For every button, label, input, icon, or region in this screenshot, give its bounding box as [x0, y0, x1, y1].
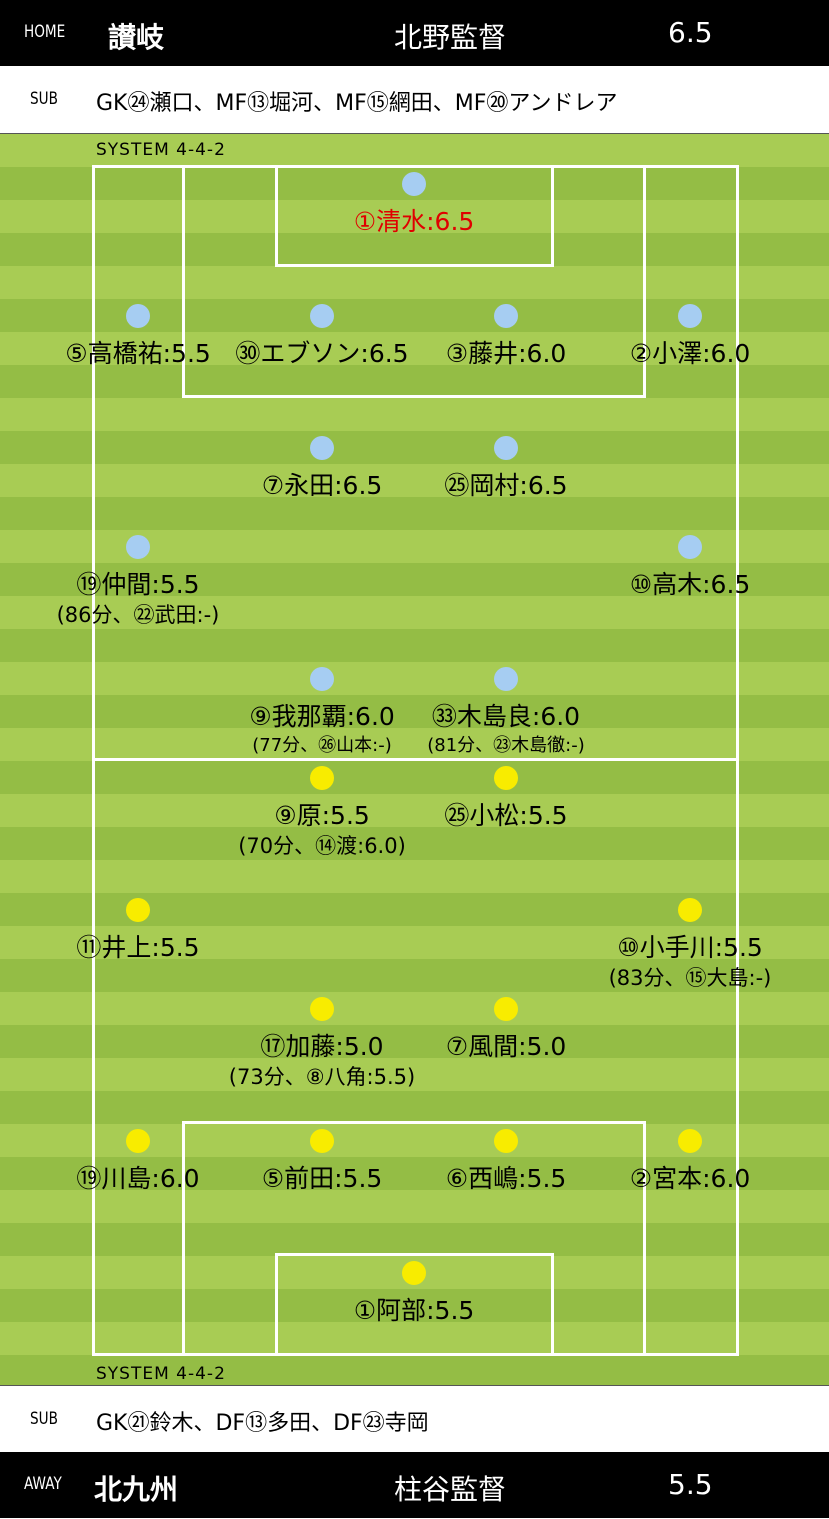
away-player-label: ⑤前田:5.5	[261, 1164, 383, 1193]
away-subs-list: GK㉑鈴木、DF⑬多田、DF㉓寺岡	[96, 1411, 429, 1436]
pitch: SYSTEM 4-4-2 SYSTEM 4-4-2 ①清水:6.5 ⑤高橋祐:5.…	[0, 133, 829, 1386]
home-player-label: ⑨我那覇:6.0	[249, 702, 395, 731]
home-player-label: ①清水:6.5	[353, 207, 475, 236]
away-player-label: ⑩小手川:5.5	[617, 933, 763, 962]
home-coach-rating: 6.5	[668, 16, 713, 49]
away-player-label: ⑥西嶋:5.5	[445, 1164, 567, 1193]
away-team-name: 北九州	[94, 1473, 179, 1506]
away-player-marker	[310, 997, 334, 1021]
home-player-marker	[494, 667, 518, 691]
away-player-label: ㉕小松:5.5	[444, 801, 568, 830]
away-coach-rating: 5.5	[668, 1468, 713, 1501]
away-player-marker	[126, 898, 150, 922]
home-substitution-note: (77分、㉖山本:-)	[252, 735, 392, 756]
home-player-label: ⑤高橋祐:5.5	[65, 339, 211, 368]
home-sub-tag: SUB	[30, 89, 58, 109]
home-team-name: 讃岐	[108, 21, 165, 54]
away-sub-tag: SUB	[30, 1409, 58, 1429]
home-player-marker	[126, 535, 150, 559]
home-subs-list: GK㉔瀬口、MF⑬堀河、MF⑮網田、MF⑳アンドレア	[96, 91, 618, 116]
home-player-label: ⑦永田:6.5	[261, 471, 383, 500]
bottom-penalty-box	[182, 1121, 646, 1356]
away-player-label: ⑪井上:5.5	[76, 933, 200, 962]
away-player-label: ⑦風間:5.0	[445, 1032, 567, 1061]
home-player-label: ②小澤:6.0	[629, 339, 751, 368]
home-player-marker	[310, 667, 334, 691]
home-player-marker	[678, 304, 702, 328]
away-player-marker	[310, 1129, 334, 1153]
away-subs-row: SUB GK㉑鈴木、DF⑬多田、DF㉓寺岡	[0, 1386, 829, 1452]
bottom-goal-box	[275, 1253, 554, 1356]
away-system: SYSTEM 4-4-2	[96, 1364, 226, 1384]
away-player-marker	[402, 1261, 426, 1285]
away-player-label: ②宮本:6.0	[629, 1164, 751, 1193]
away-substitution-note: (83分、⑮大島:-)	[608, 966, 772, 990]
halfway-line	[92, 758, 739, 761]
home-system: SYSTEM 4-4-2	[96, 140, 226, 160]
away-player-marker	[494, 1129, 518, 1153]
away-header: AWAY 北九州 柱谷監督 5.5	[0, 1452, 829, 1518]
home-subs-row: SUB GK㉔瀬口、MF⑬堀河、MF⑮網田、MF⑳アンドレア	[0, 66, 829, 132]
home-player-marker	[310, 436, 334, 460]
home-substitution-note: (86分、㉒武田:-)	[56, 603, 220, 627]
home-player-label: ⑲仲間:5.5	[76, 570, 200, 599]
home-player-label: ㉝木島良:6.0	[431, 702, 581, 731]
home-player-label: ㉚エブソン:6.5	[235, 339, 409, 368]
home-coach: 北野監督	[394, 21, 507, 54]
away-player-marker	[494, 766, 518, 790]
away-player-marker	[494, 997, 518, 1021]
home-player-label: ③藤井:6.0	[445, 339, 567, 368]
away-player-label: ⑲川島:6.0	[76, 1164, 200, 1193]
away-player-marker	[310, 766, 334, 790]
away-player-marker	[678, 898, 702, 922]
top-penalty-box	[182, 165, 646, 398]
home-player-marker	[310, 304, 334, 328]
away-substitution-note: (70分、⑭渡:6.0)	[238, 834, 406, 858]
home-player-label: ㉕岡村:6.5	[444, 471, 568, 500]
home-player-marker	[402, 172, 426, 196]
home-header: HOME 讃岐 北野監督 6.5	[0, 0, 829, 66]
away-player-label: ⑨原:5.5	[274, 801, 370, 830]
away-player-marker	[126, 1129, 150, 1153]
top-goal-box	[275, 165, 554, 267]
away-player-label: ⑰加藤:5.0	[260, 1032, 384, 1061]
away-tag: AWAY	[24, 1474, 62, 1494]
home-player-label: ⑩高木:6.5	[629, 570, 751, 599]
away-coach: 柱谷監督	[394, 1473, 507, 1506]
away-player-label: ①阿部:5.5	[353, 1296, 475, 1325]
home-player-marker	[494, 436, 518, 460]
home-substitution-note: (81分、㉓木島徹:-)	[427, 735, 585, 756]
home-player-marker	[678, 535, 702, 559]
home-tag: HOME	[24, 22, 66, 42]
home-player-marker	[494, 304, 518, 328]
home-player-marker	[126, 304, 150, 328]
away-player-marker	[678, 1129, 702, 1153]
away-substitution-note: (73分、⑧八角:5.5)	[228, 1065, 416, 1089]
